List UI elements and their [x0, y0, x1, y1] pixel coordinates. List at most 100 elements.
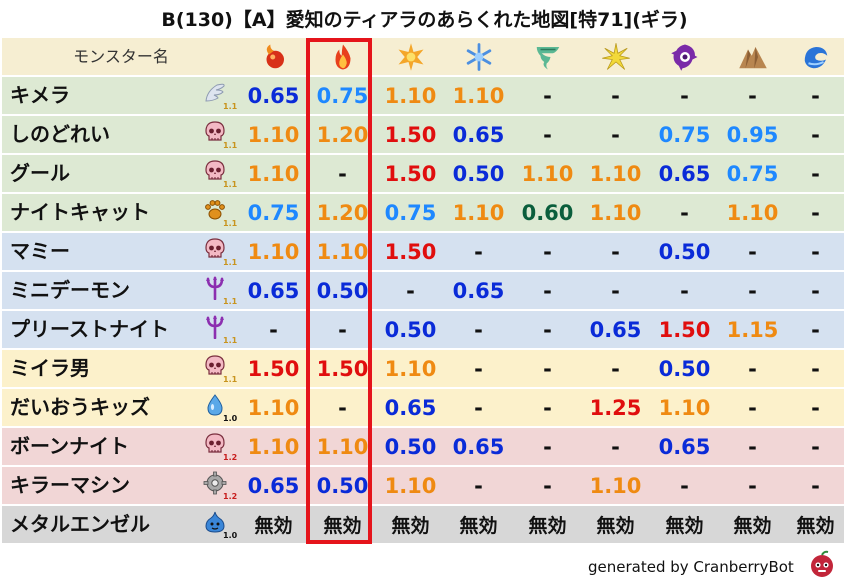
resistance-value: - [811, 317, 820, 342]
resistance-cell: 無効 [514, 506, 581, 543]
resistance-value: 1.50 [384, 161, 437, 186]
resistance-cell: - [445, 467, 512, 504]
resistance-cell: - [787, 116, 844, 153]
table-row: ミニデーモン 1.1 0.65 0.50 - 0.65 - - - - - [2, 272, 844, 309]
resistance-cell: 1.50 [240, 350, 307, 387]
resistance-value: 1.10 [316, 239, 369, 264]
resistance-cell: 0.65 [377, 389, 444, 426]
trident-icon [206, 315, 224, 340]
resistance-cell: - [582, 272, 649, 309]
resistance-value: - [543, 356, 552, 381]
resistance-cell: - [514, 77, 581, 114]
resistance-value: 0.50 [658, 356, 711, 381]
gear-icon [203, 471, 227, 495]
resistance-cell: - [651, 77, 718, 114]
resistance-value: 1.10 [589, 200, 642, 225]
resistance-cell: - [309, 389, 376, 426]
resistance-cell: - [719, 428, 786, 465]
monster-type-badge [203, 510, 227, 534]
resistance-cell: 1.50 [377, 155, 444, 192]
resistance-value: - [811, 239, 820, 264]
monster-name-cell: グール 1.1 [2, 155, 240, 192]
monster-type-badge [203, 237, 227, 261]
monster-name-cell: ミイラ男 1.1 [2, 350, 240, 387]
resistance-cell: 0.50 [651, 233, 718, 270]
monster-type-badge [203, 81, 227, 105]
explosion-icon [398, 42, 423, 71]
resistance-cell: 無効 [719, 506, 786, 543]
resistance-value: 0.65 [452, 122, 505, 147]
resistance-cell: 0.65 [240, 272, 307, 309]
resistance-value: 1.10 [247, 122, 300, 147]
resistance-cell: - [514, 272, 581, 309]
resistance-value: 1.10 [384, 356, 437, 381]
resistance-cell: - [651, 194, 718, 231]
resistance-value: 1.10 [316, 434, 369, 459]
resistance-value: 無効 [459, 515, 498, 537]
resistance-value: - [611, 356, 620, 381]
resistance-value: - [748, 473, 757, 498]
resistance-value: - [474, 395, 483, 420]
fire-flame-icon [335, 44, 350, 69]
resistance-value: 0.65 [658, 161, 711, 186]
monster-type-badge [203, 276, 227, 301]
resistance-value: 1.50 [316, 356, 369, 381]
resistance-cell: 1.50 [651, 311, 718, 348]
header-row: モンスター名 [2, 38, 844, 75]
resistance-value: 0.95 [726, 122, 779, 147]
resistance-value: 1.10 [247, 434, 300, 459]
resistance-cell: - [514, 428, 581, 465]
resistance-cell: 1.10 [240, 389, 307, 426]
paw-icon [205, 200, 225, 220]
resistance-cell: 1.10 [240, 116, 307, 153]
resistance-cell: - [514, 467, 581, 504]
monster-name-cell: ミニデーモン 1.1 [2, 272, 240, 309]
resistance-value: 1.10 [589, 161, 642, 186]
resistance-value: - [811, 278, 820, 303]
resistance-value: 1.10 [384, 83, 437, 108]
monster-name-cell: だいおうキッズ 1.0 [2, 389, 240, 426]
monster-type-badge [203, 198, 227, 222]
resistance-cell: 1.15 [719, 311, 786, 348]
resistance-cell: - [514, 116, 581, 153]
ice-snowflake-icon [466, 42, 491, 71]
resistance-value: - [811, 473, 820, 498]
resistance-cell: 0.75 [719, 155, 786, 192]
resistance-cell: 1.20 [309, 194, 376, 231]
resistance-value: 0.50 [384, 434, 437, 459]
resistance-value: - [811, 200, 820, 225]
resistance-value: 1.10 [247, 161, 300, 186]
resistance-cell: 0.65 [445, 272, 512, 309]
skull-icon [205, 238, 225, 258]
element-header-cell [582, 38, 649, 75]
resistance-cell: 無効 [309, 506, 376, 543]
resistance-value: 無効 [665, 515, 704, 537]
resistance-value: 1.10 [521, 161, 574, 186]
resistance-value: 無効 [323, 515, 362, 537]
monster-name: だいおうキッズ [10, 395, 150, 419]
resistance-cell: - [787, 77, 844, 114]
resistance-cell: 1.10 [240, 155, 307, 192]
monster-type-badge [203, 432, 227, 456]
resistance-cell: 0.50 [377, 428, 444, 465]
resistance-cell: 0.65 [582, 311, 649, 348]
monster-name-cell: しのどれい 1.1 [2, 116, 240, 153]
resistance-value: - [611, 239, 620, 264]
resistance-cell: 1.10 [651, 389, 718, 426]
earth-mountain-icon [738, 46, 767, 68]
resistance-cell: 0.75 [377, 194, 444, 231]
resistance-cell: - [514, 350, 581, 387]
resistance-value: - [611, 83, 620, 108]
resistance-cell: - [514, 311, 581, 348]
resistance-value: 1.10 [452, 83, 505, 108]
resistance-value: 0.50 [384, 317, 437, 342]
resistance-value: 0.75 [316, 83, 369, 108]
resistance-cell: - [787, 311, 844, 348]
monster-level: 1.1 [223, 180, 238, 189]
element-header-cell [651, 38, 718, 75]
monster-type-badge [203, 159, 227, 183]
resistance-cell: 1.10 [309, 233, 376, 270]
skull-icon [205, 160, 225, 180]
resistance-cell: 1.10 [445, 194, 512, 231]
resistance-cell: - [445, 233, 512, 270]
